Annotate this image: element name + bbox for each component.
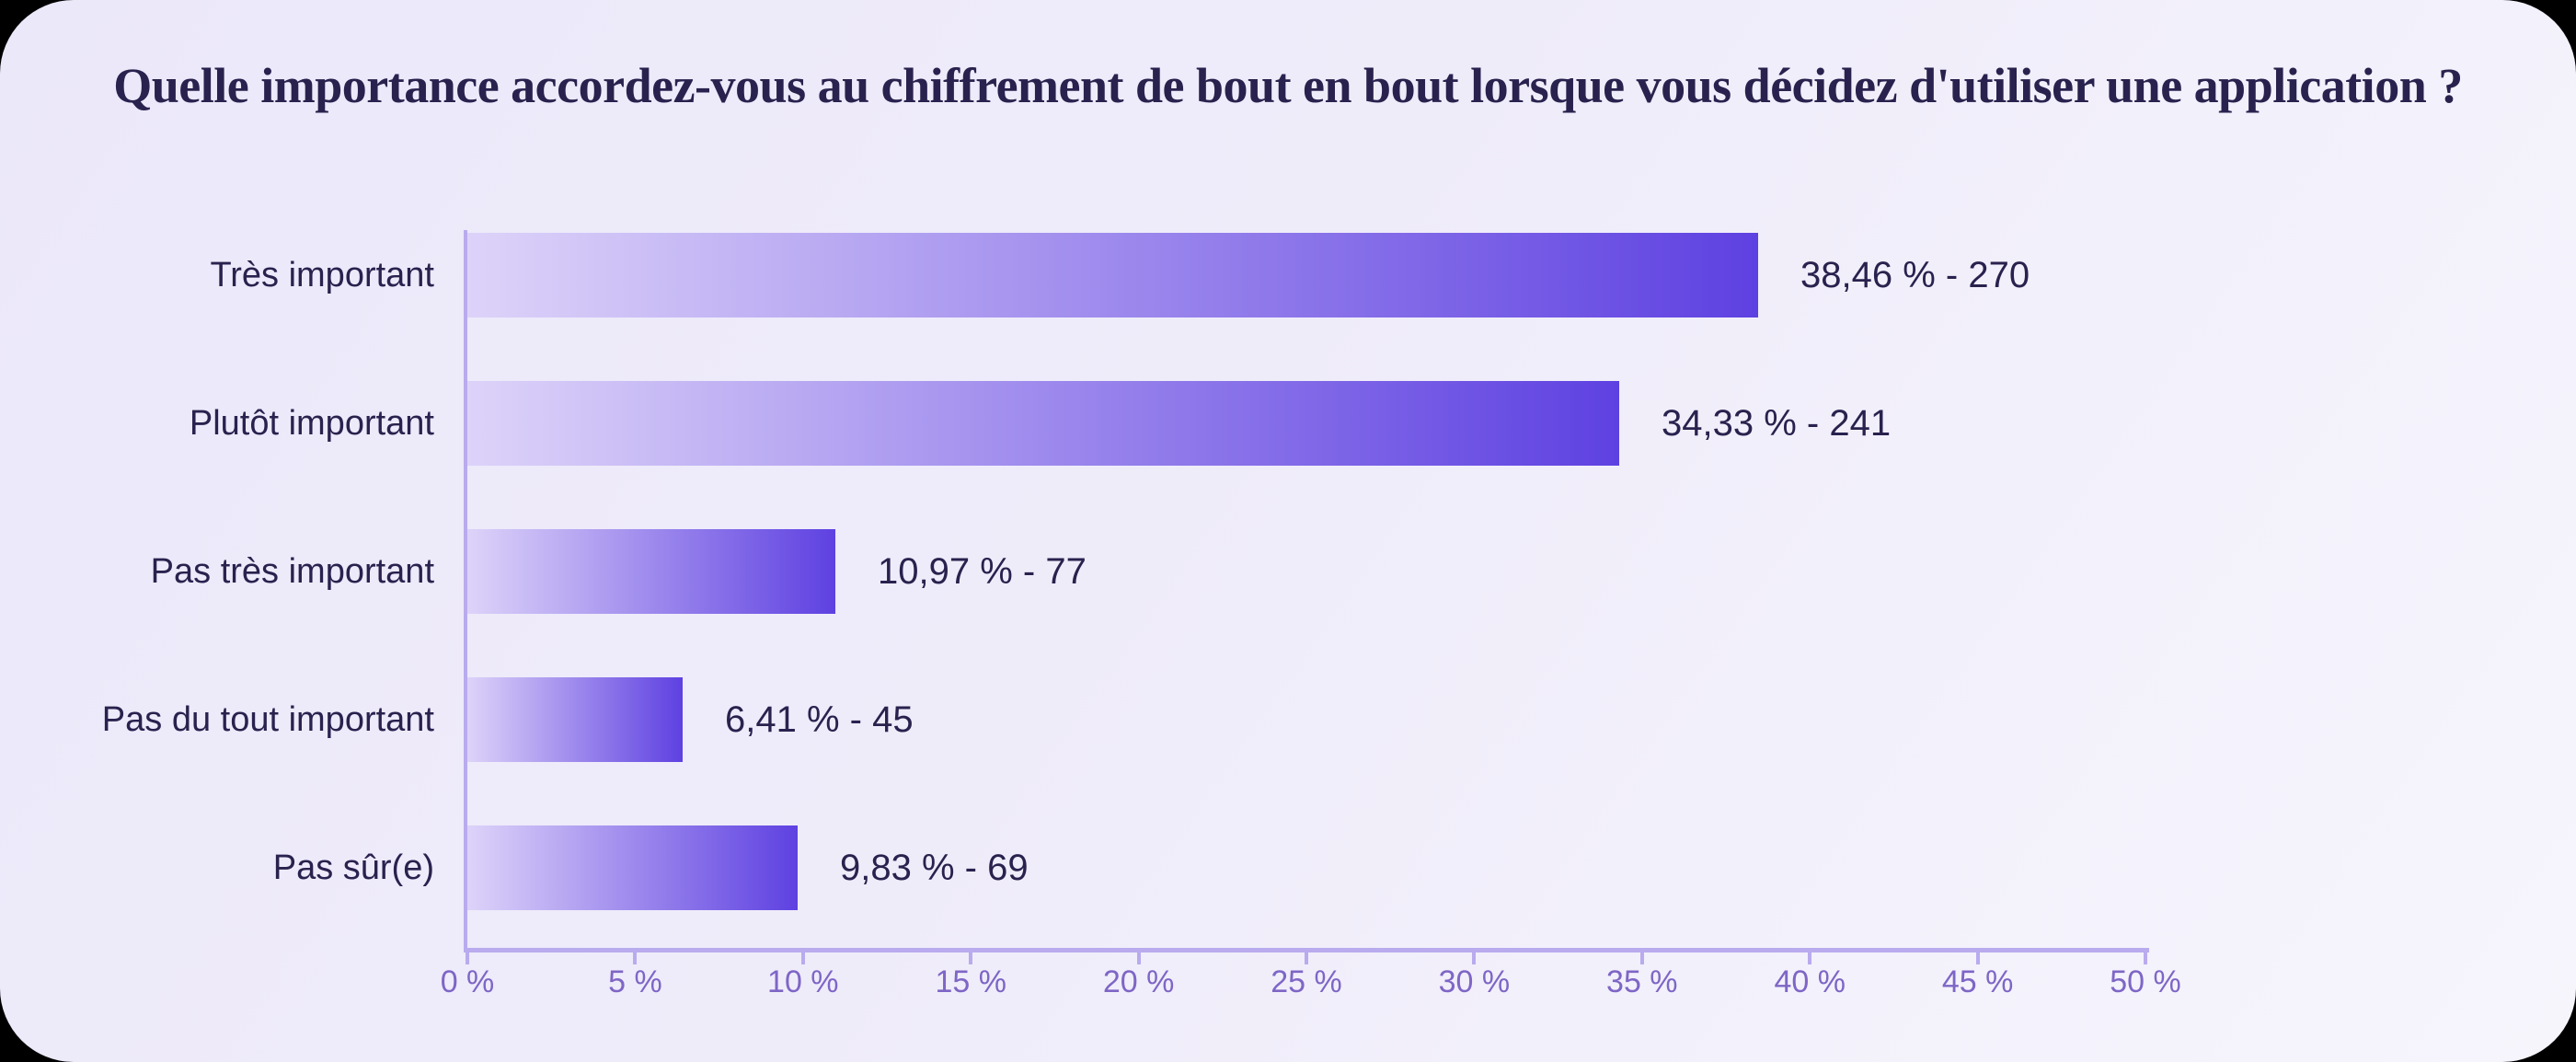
- bar-row: Très important 38,46 % - 270: [0, 233, 2030, 317]
- bar-row: Pas sûr(e) 9,83 % - 69: [0, 825, 1029, 910]
- x-axis-tick-label: 40 %: [1774, 964, 1846, 999]
- x-axis-tick-label: 5 %: [608, 964, 662, 999]
- x-axis-tick-label: 20 %: [1102, 964, 1175, 999]
- x-axis-tick-label: 50 %: [2110, 964, 2181, 999]
- x-axis-tick-label: 25 %: [1271, 964, 1342, 999]
- category-label: Pas très important: [150, 551, 434, 591]
- value-label: 34,33 % - 241: [1662, 402, 1892, 444]
- bar-row: Plutôt important 34,33 % - 241: [0, 381, 1891, 466]
- x-axis-tick: [800, 952, 805, 964]
- category-label: Pas sûr(e): [272, 848, 434, 887]
- category-label: Plutôt important: [189, 403, 434, 443]
- x-axis-tick-label: 10 %: [767, 964, 839, 999]
- bar-row: Pas du tout important 6,41 % - 45: [0, 677, 914, 762]
- bar: [467, 529, 835, 614]
- x-axis-tick: [1639, 952, 1644, 964]
- bar: [467, 677, 683, 762]
- x-axis-line: [464, 948, 2149, 952]
- x-axis-tick-label: 45 %: [1941, 964, 2014, 999]
- y-axis-line: [464, 230, 467, 951]
- x-axis-tick-label: 30 %: [1438, 964, 1511, 999]
- category-label: Très important: [210, 255, 434, 294]
- bar: [467, 825, 798, 910]
- bar: [467, 381, 1619, 466]
- x-axis-tick: [969, 952, 973, 964]
- x-axis-tick: [1472, 952, 1477, 964]
- value-label: 9,83 % - 69: [840, 847, 1029, 888]
- x-axis-tick: [1136, 952, 1141, 964]
- x-axis-tick-label: 15 %: [935, 964, 1006, 999]
- x-axis-tick: [633, 952, 638, 964]
- bar-row: Pas très important 10,97 % - 77: [0, 529, 1087, 614]
- category-label: Pas du tout important: [101, 699, 434, 739]
- x-axis-tick: [466, 952, 469, 964]
- chart-title: Quelle importance accordez-vous au chiff…: [113, 58, 2463, 113]
- x-axis-tick-label: 0 %: [440, 964, 495, 999]
- value-label: 6,41 % - 45: [725, 698, 914, 740]
- x-axis-tick-label: 35 %: [1606, 964, 1678, 999]
- bar: [467, 233, 1758, 317]
- x-axis-tick: [1808, 952, 1812, 964]
- x-axis-tick: [2144, 952, 2147, 964]
- x-axis-tick: [1975, 952, 1980, 964]
- x-axis-tick: [1305, 952, 1308, 964]
- value-label: 38,46 % - 270: [1800, 254, 2030, 295]
- value-label: 10,97 % - 77: [878, 550, 1087, 592]
